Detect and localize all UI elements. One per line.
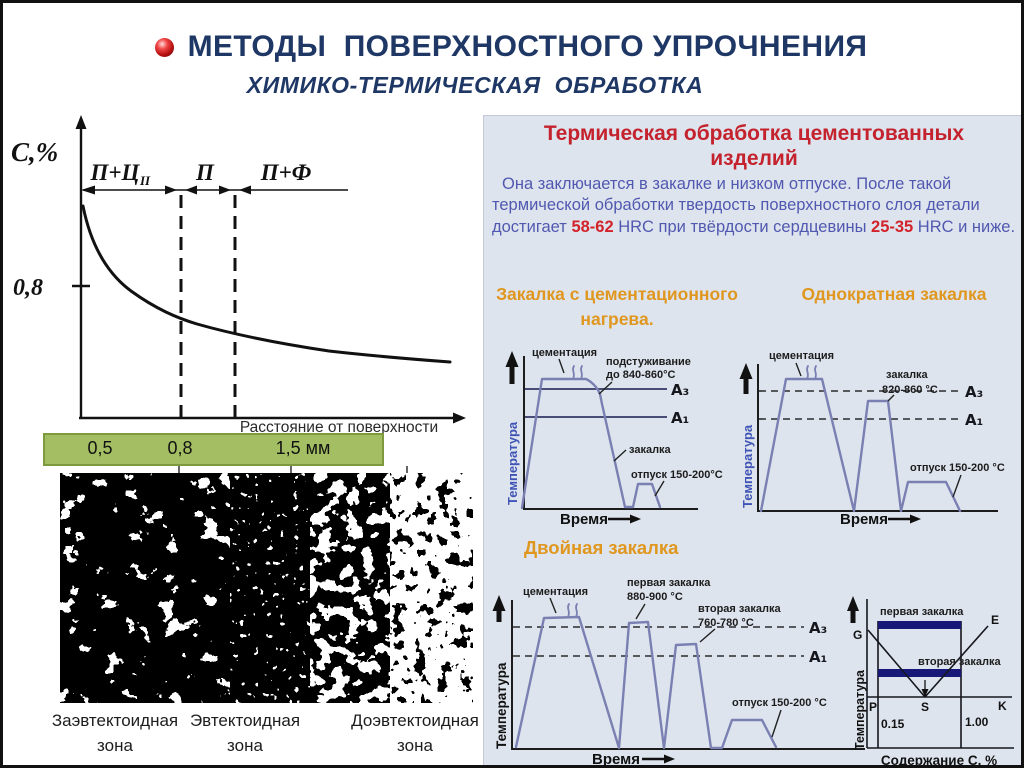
diag2-quench-label-line1: закалка bbox=[886, 369, 929, 381]
diag1-a1-line-label: A₁ bbox=[671, 409, 689, 427]
diag3-temper-label: отпуск 150-200 °С bbox=[732, 697, 827, 709]
diag3-a1-line-label: A₁ bbox=[809, 648, 827, 666]
diag4-x-label: Содержание С, % bbox=[881, 753, 997, 768]
depth-tick-08: 0,8 bbox=[167, 438, 193, 458]
diag2-quench-label-line2: 820-860 °С bbox=[882, 384, 938, 396]
diag4-point-e: E bbox=[991, 613, 999, 627]
diag4-first-quench-band bbox=[878, 621, 961, 629]
zone-caption-hypoeutectoid: Доэвтектоидная зона bbox=[351, 711, 479, 755]
title-text: МЕТОДЫ ПОВЕРХНОСТНОГО УПРОЧНЕНИЯ bbox=[187, 30, 868, 63]
panel-title: Термическая обработка цементованных изде… bbox=[543, 122, 965, 170]
depth-tick-05: 0,5 bbox=[87, 438, 113, 458]
diag3-cementation-label: цементация bbox=[523, 586, 588, 598]
hrc-core-value: 25-35 bbox=[871, 217, 914, 236]
diag3-quench1-label-line1: первая закалка bbox=[627, 577, 711, 589]
diag1-quench-label: закалка bbox=[629, 444, 672, 456]
hrc-surface-value: 58-62 bbox=[571, 217, 614, 236]
zone-caption-eutectoid: Эвтектоидная зона bbox=[189, 711, 301, 755]
depth-tick-15: 1,5 мм bbox=[275, 438, 331, 458]
diag3-a3-line-label: A₃ bbox=[809, 619, 827, 637]
diag4-c1-value: 0.15 bbox=[881, 717, 905, 731]
diag2-y-label: Температура bbox=[740, 424, 755, 508]
diag1-a3-line-label: A₃ bbox=[671, 381, 689, 399]
diag4-point-g: G bbox=[853, 628, 862, 642]
diag3-quench2-label-line2: 760-780 °С bbox=[698, 617, 754, 629]
red-sphere-bullet-icon bbox=[154, 38, 174, 57]
zone-label-p: П bbox=[195, 160, 215, 185]
diag1-cementation-label: цементация bbox=[532, 347, 597, 359]
diag3-quench1-label-line2: 880-900 °С bbox=[627, 591, 683, 603]
y-axis-label: С,% bbox=[11, 137, 58, 167]
diag4-c2-value: 1.00 bbox=[965, 715, 989, 729]
diag4-quench2-label: вторая закалка bbox=[918, 656, 1001, 668]
diagram-double-quench: Температура A₃ A₁ цементация первая зака… bbox=[492, 577, 865, 768]
diag4-y-label: Температура bbox=[853, 669, 867, 750]
x-axis-label: Расстояние от поверхности bbox=[240, 419, 438, 436]
diag2-temper-label: отпуск 150-200 °С bbox=[910, 462, 1005, 474]
method-heading-quench-from-carburizing: Закалка с цементационного нагрева. bbox=[496, 284, 738, 330]
diagram-phase-quench-temps: Температура G E P S K первая закалка вто… bbox=[847, 596, 1014, 768]
diag3-x-label: Время bbox=[592, 751, 640, 768]
diag3-y-label: Температура bbox=[494, 662, 509, 749]
zone-label-p-c-sub: II bbox=[139, 173, 151, 188]
method-heading-single-quench: Однократная закалка bbox=[801, 284, 987, 304]
scale-tick-mark bbox=[178, 466, 180, 477]
diag4-point-s: S bbox=[921, 700, 929, 714]
diag2-a3-line-label: A₃ bbox=[965, 383, 983, 401]
diag4-quench1-label: первая закалка bbox=[880, 606, 964, 618]
micrograph-image bbox=[60, 473, 473, 703]
diag1-cooling-label-line1: подстуживание bbox=[606, 356, 691, 368]
zone-caption-hypereutectoid: Заэвтектоидная зона bbox=[51, 711, 179, 755]
diag1-y-label: Температура bbox=[505, 421, 520, 505]
heat-treatment-panel: Термическая обработка цементованных изде… bbox=[483, 115, 1021, 768]
method-heading-double-quench: Двойная закалка bbox=[524, 537, 679, 558]
panel-paragraph: Она заключается в закалке и низком отпус… bbox=[492, 175, 1016, 236]
diag4-second-quench-band bbox=[878, 669, 961, 677]
carbon-profile-chart: С,% 0,8 П+Ц II П П+Ф Расстояние от повер… bbox=[11, 115, 466, 436]
diag2-cementation-label: цементация bbox=[769, 350, 834, 362]
scale-tick-mark bbox=[406, 466, 408, 477]
depth-scale-bar: 0,5 0,8 1,5 мм bbox=[43, 433, 384, 466]
diag4-point-k: K bbox=[998, 699, 1007, 713]
diagram-single-quench: Температура A₃ A₁ цементация закалка 820… bbox=[739, 350, 1005, 528]
diag4-point-p: P bbox=[869, 700, 877, 714]
diag3-quench2-label-line1: вторая закалка bbox=[698, 603, 781, 615]
diag1-x-label: Время bbox=[560, 511, 608, 528]
page-title: МЕТОДЫ ПОВЕРХНОСТНОГО УПРОЧНЕНИЯ bbox=[3, 30, 1019, 64]
diagram-quench-from-carburizing: Температура A₃ A₁ цементация подстуживан… bbox=[505, 347, 723, 528]
y-tick-08: 0,8 bbox=[13, 275, 43, 301]
zone-label-p-f: П+Ф bbox=[260, 160, 312, 185]
page-subtitle: ХИМИКО-ТЕРМИЧЕСКАЯ ОБРАБОТКА bbox=[246, 72, 704, 98]
diag2-x-label: Время bbox=[840, 511, 888, 528]
zone-label-p-c: П+Ц bbox=[90, 160, 141, 185]
diag1-cooling-label-line2: до 840-860°С bbox=[606, 369, 676, 381]
diag1-temper-label: отпуск 150-200°С bbox=[631, 469, 723, 481]
scale-tick-mark bbox=[290, 466, 292, 477]
diag2-a1-line-label: A₁ bbox=[965, 411, 983, 429]
